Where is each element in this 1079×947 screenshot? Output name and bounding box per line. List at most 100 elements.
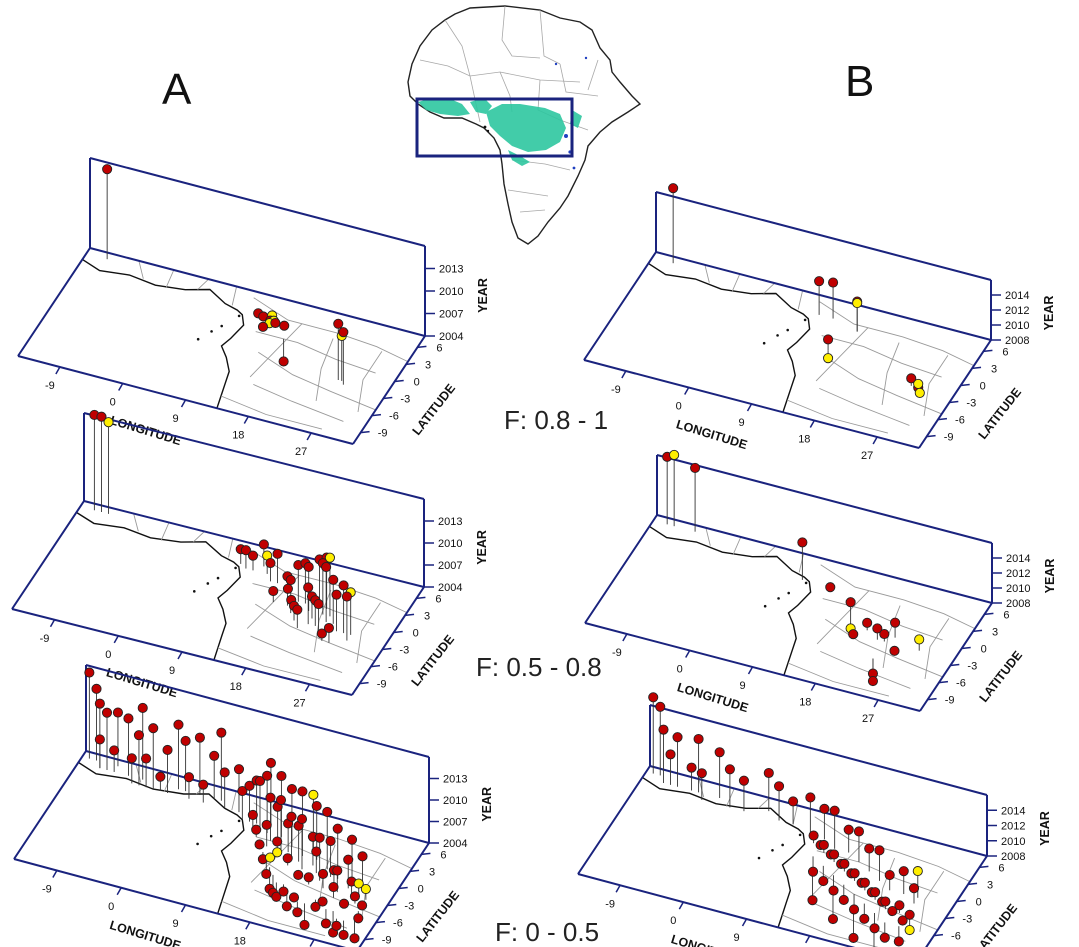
x-tick-label: 0 bbox=[108, 901, 114, 913]
coastline bbox=[648, 262, 811, 413]
y-tick-mark bbox=[382, 647, 392, 651]
y-tick-mark bbox=[404, 613, 415, 617]
data-point-yellow bbox=[669, 449, 680, 460]
x-tick-mark bbox=[678, 901, 684, 910]
data-point-red bbox=[265, 757, 276, 768]
y-tick-mark bbox=[370, 664, 381, 668]
z-tick-label: 2004 bbox=[439, 331, 463, 343]
data-point-red bbox=[898, 866, 909, 877]
y-tick-mark bbox=[375, 920, 386, 924]
y-tick-mark bbox=[926, 434, 936, 438]
data-point-red bbox=[141, 753, 152, 764]
axis-box-edge bbox=[655, 251, 992, 341]
data-point-red bbox=[233, 764, 245, 775]
axis-box-edge bbox=[358, 842, 430, 947]
coastline bbox=[82, 258, 245, 409]
data-point-red bbox=[848, 904, 860, 915]
country-border bbox=[825, 618, 943, 678]
data-point-red bbox=[332, 865, 343, 876]
data-point-red bbox=[286, 784, 297, 795]
panel-label-b: B bbox=[845, 57, 874, 106]
x-tick-label: 9 bbox=[738, 417, 744, 429]
data-point-red bbox=[814, 276, 825, 287]
x-tick-label: 27 bbox=[862, 713, 874, 725]
y-tick-label: -6 bbox=[951, 931, 961, 943]
axis-box-edge bbox=[83, 412, 425, 500]
country-border bbox=[255, 603, 375, 662]
axis-box-edge bbox=[11, 500, 85, 610]
data-point-red bbox=[257, 321, 269, 332]
y-axis-title: LATITUDE bbox=[977, 648, 1026, 705]
country-border bbox=[919, 870, 945, 932]
data-point-red bbox=[788, 796, 799, 807]
data-point-red bbox=[338, 929, 349, 940]
data-point-red bbox=[282, 583, 293, 594]
z-tick-label: 2010 bbox=[439, 286, 463, 298]
y-tick-label: -9 bbox=[944, 432, 954, 444]
y-tick-mark bbox=[949, 400, 959, 404]
x-tick-label: -9 bbox=[45, 380, 55, 392]
x-tick-mark bbox=[306, 432, 312, 441]
data-point-red bbox=[244, 780, 255, 791]
island-marker bbox=[787, 591, 791, 595]
y-tick-mark bbox=[359, 681, 369, 685]
data-point-red bbox=[328, 881, 339, 893]
z-tick-label: 2007 bbox=[439, 309, 463, 321]
x-tick-label: 18 bbox=[799, 697, 811, 709]
x-tick-mark bbox=[746, 403, 753, 412]
z-tick-label: 2007 bbox=[438, 560, 462, 572]
x-tick-mark bbox=[684, 387, 690, 395]
y-tick-mark bbox=[394, 379, 404, 383]
x-tick-mark bbox=[622, 633, 628, 642]
y-tick-mark bbox=[956, 899, 966, 903]
data-point-red bbox=[893, 936, 904, 947]
data-point-red bbox=[724, 764, 735, 775]
data-point-red bbox=[275, 794, 287, 806]
country-border bbox=[924, 618, 950, 679]
data-point-yellow bbox=[913, 378, 924, 389]
x-tick-label: 0 bbox=[105, 649, 111, 661]
country-border bbox=[881, 342, 900, 405]
country-border bbox=[356, 602, 381, 664]
data-point-red bbox=[738, 775, 749, 786]
data-point-yellow bbox=[308, 789, 319, 800]
data-point-red bbox=[94, 698, 105, 709]
coastline bbox=[78, 761, 245, 914]
y-tick-label: -6 bbox=[388, 662, 398, 674]
data-point-red bbox=[91, 683, 102, 694]
data-point-red bbox=[320, 918, 331, 929]
data-point-red bbox=[293, 869, 304, 880]
z-tick-label: 2012 bbox=[1005, 305, 1029, 317]
data-point-red bbox=[321, 561, 332, 573]
x-tick-mark bbox=[872, 436, 878, 445]
data-point-red bbox=[825, 582, 836, 593]
country-border bbox=[815, 327, 869, 382]
africa-overview-map bbox=[407, 5, 642, 245]
data-point-red bbox=[338, 898, 350, 909]
y-axis-title: LATITUDE bbox=[410, 381, 459, 438]
axis-box-edge bbox=[13, 858, 346, 947]
island-marker bbox=[777, 597, 780, 600]
data-point-red bbox=[303, 561, 314, 573]
y-tick-mark bbox=[364, 937, 374, 941]
axis-box-edge bbox=[925, 855, 988, 947]
island-marker bbox=[762, 341, 766, 345]
data-point-red bbox=[180, 735, 191, 747]
data-point-red bbox=[317, 896, 328, 907]
data-point-red bbox=[807, 895, 818, 906]
x-tick-label: 9 bbox=[739, 680, 745, 692]
data-point-red bbox=[282, 853, 293, 864]
y-tick-mark bbox=[371, 413, 382, 417]
data-point-red bbox=[317, 868, 329, 879]
island-marker bbox=[786, 328, 790, 332]
island-marker bbox=[757, 856, 761, 860]
island-marker bbox=[220, 829, 223, 833]
x-tick-mark bbox=[49, 619, 56, 628]
data-point-red bbox=[848, 932, 859, 943]
data-point-red bbox=[859, 913, 870, 924]
x-tick-mark bbox=[177, 651, 183, 660]
data-point-yellow bbox=[353, 878, 364, 889]
island-marker bbox=[209, 834, 213, 838]
data-point-red bbox=[316, 628, 327, 639]
